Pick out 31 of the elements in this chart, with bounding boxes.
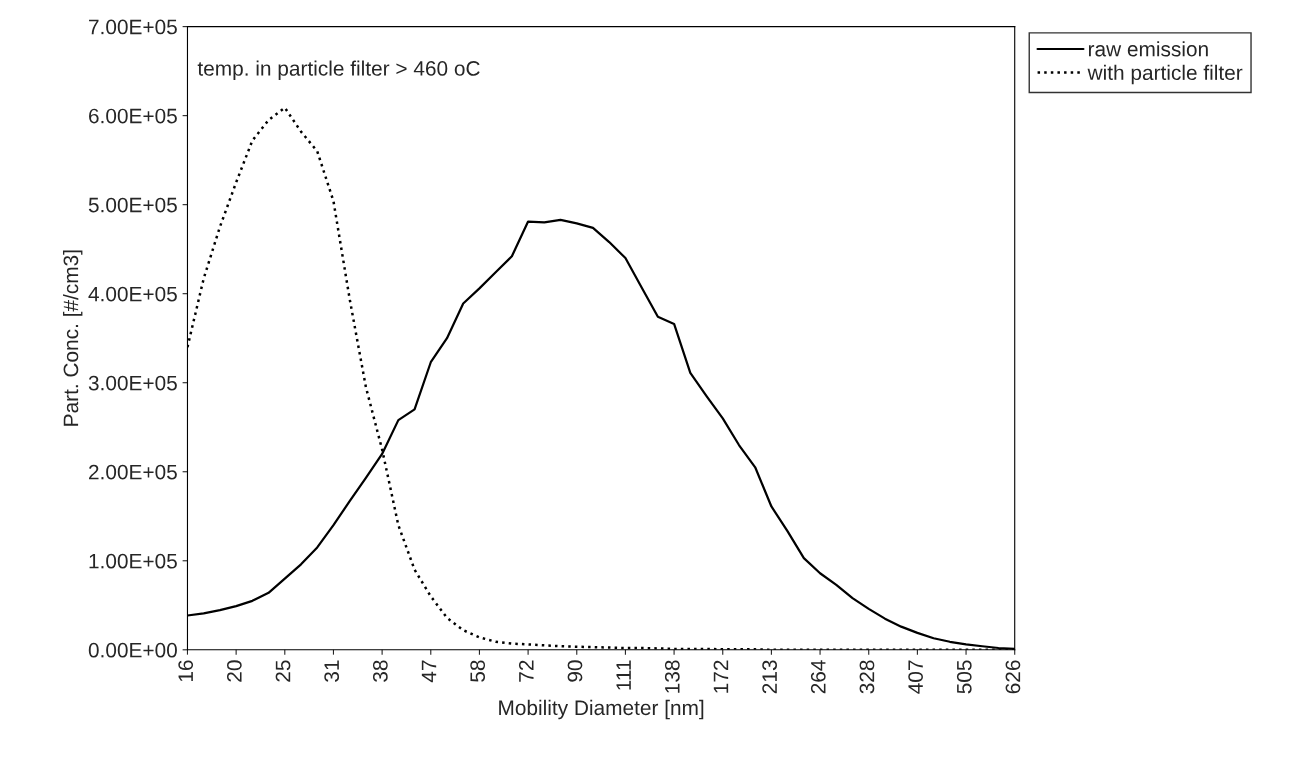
y-tick-label: 3.00E+05 — [88, 375, 177, 391]
legend-label: raw emission — [1088, 41, 1208, 57]
x-tick-label: 172 — [713, 660, 729, 693]
x-tick-label: 38 — [372, 660, 388, 682]
x-tick-label: 626 — [1005, 660, 1021, 694]
x-tick-label: 90 — [567, 660, 583, 682]
x-tick-label: 20 — [226, 660, 242, 682]
x-tick-label: 31 — [324, 660, 340, 682]
annotation: temp. in particle filter > 460 oC — [197, 60, 480, 80]
y-tick-label: 5.00E+05 — [88, 197, 177, 213]
x-tick-label: 505 — [956, 660, 972, 694]
y-tick-label: 4.00E+05 — [88, 286, 177, 302]
x-tick-label: 264 — [810, 660, 826, 694]
x-tick-label: 72 — [518, 660, 534, 682]
x-tick-label: 138 — [664, 660, 680, 693]
x-tick-label: 25 — [275, 660, 291, 682]
y-axis-title: Part. Conc. [#/cm3] — [63, 250, 83, 426]
x-tick-label: 111 — [616, 660, 631, 690]
x-tick-label: 58 — [470, 660, 486, 682]
x-tick-label: 407 — [908, 660, 923, 694]
x-tick-label: 328 — [859, 660, 875, 694]
y-tick-label: 7.00E+05 — [89, 19, 177, 35]
y-tick-label: 6.00E+05 — [89, 108, 177, 124]
y-tick-label: 0.00E+00 — [88, 642, 177, 658]
x-tick-label: 47 — [421, 660, 437, 683]
y-tick-label: 2.00E+05 — [89, 464, 177, 480]
legend-label: with particle filter — [1087, 64, 1243, 85]
x-tick-label: 16 — [178, 660, 194, 682]
y-tick-label: 1.00E+05 — [89, 553, 177, 569]
x-axis-title: Mobility Diameter [nm] — [499, 699, 704, 720]
x-tick-label: 213 — [762, 660, 777, 694]
